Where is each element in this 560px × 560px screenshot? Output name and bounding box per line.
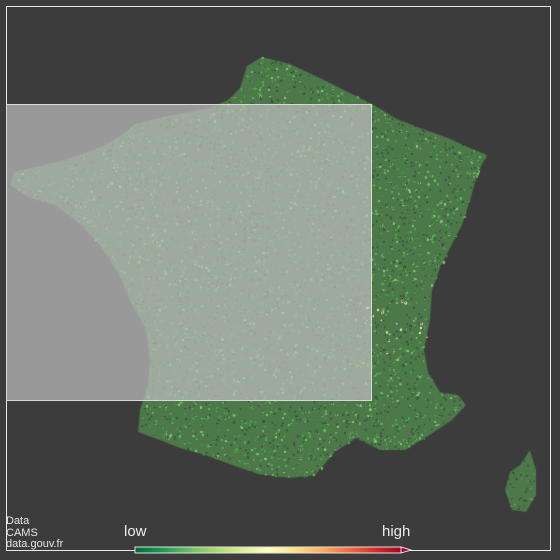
attribution-line-data: Data [6, 515, 30, 527]
color-scale-arrow [400, 546, 413, 554]
attribution-line-source: CAMS [6, 526, 38, 539]
legend-low-label: low [124, 523, 147, 540]
color-scale-bar [134, 546, 413, 554]
attribution-line-website: data.gouv.fr [6, 538, 64, 550]
data-attribution: Data CAMS data.gouv.fr [6, 515, 64, 551]
color-scale-gradient [134, 546, 402, 554]
legend-high-label: high [382, 523, 411, 540]
zoom-selection-box[interactable] [6, 104, 372, 401]
